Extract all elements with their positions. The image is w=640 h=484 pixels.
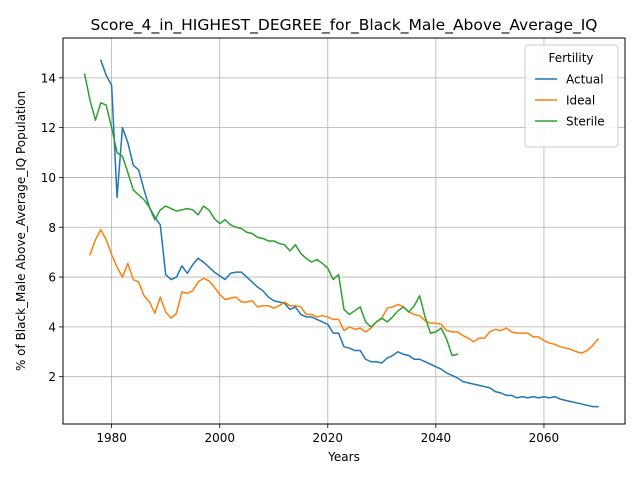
legend: Fertility Actual Ideal Sterile [524, 44, 619, 148]
y-tick-label: 6 [48, 271, 56, 285]
series-line-actual [99, 59, 599, 408]
plot-frame [62, 37, 626, 425]
y-tick-label: 10 [41, 171, 56, 185]
legend-title: Fertility [548, 51, 593, 65]
x-tick-label: 1980 [96, 431, 127, 445]
y-axis-label: % of Black_Male Above_Average_IQ Populat… [14, 91, 28, 371]
legend-label-sterile: Sterile [566, 115, 605, 129]
series-line-ideal [89, 229, 600, 354]
legend-label-ideal: Ideal [566, 94, 595, 108]
y-tick-label: 12 [41, 121, 56, 135]
legend-label-actual: Actual [566, 73, 604, 87]
y-tick-label: 14 [41, 71, 56, 85]
x-tick-label: 2060 [529, 431, 560, 445]
chart-title: Score_4_in_HIGHEST_DEGREE_for_Black_Male… [90, 16, 597, 35]
x-axis-label: Years [327, 450, 360, 464]
y-tick-label: 8 [48, 221, 56, 235]
axes: 1980 2000 2020 2040 2060 2 4 6 8 10 12 14 [41, 71, 559, 445]
y-tick-label: 4 [48, 320, 56, 334]
x-tick-label: 2040 [421, 431, 452, 445]
legend-items: Actual Ideal Sterile [535, 73, 605, 129]
series-line-sterile [83, 73, 459, 357]
x-tick-label: 2020 [313, 431, 344, 445]
x-tick-label: 2000 [204, 431, 235, 445]
plot-series [83, 59, 600, 408]
y-tick-label: 2 [48, 370, 56, 384]
